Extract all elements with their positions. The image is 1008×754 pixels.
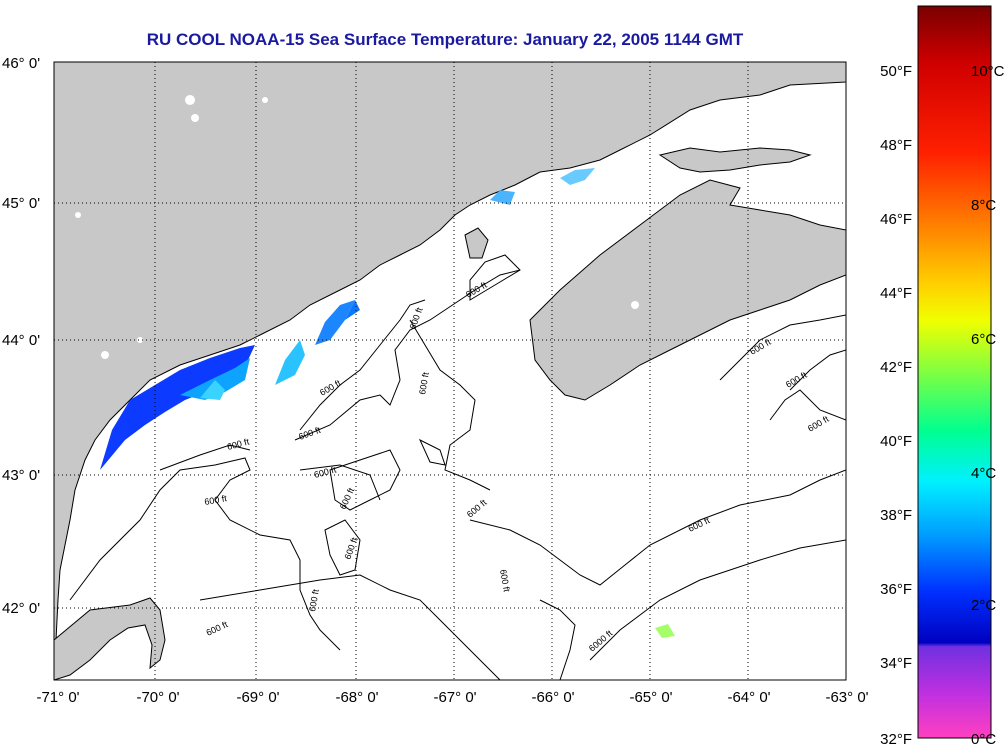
land-mainland	[54, 62, 846, 680]
lon-label: -71° 0'	[36, 689, 79, 706]
svg-text:36°F: 36°F	[880, 581, 912, 598]
lon-label: -70° 0'	[136, 689, 179, 706]
svg-text:38°F: 38°F	[880, 507, 912, 524]
lat-label: 42° 0'	[2, 600, 40, 617]
lat-label: 44° 0'	[2, 332, 40, 349]
lon-label: -65° 0'	[629, 689, 672, 706]
sst-data-patches	[100, 168, 675, 638]
colorbar	[917, 5, 992, 739]
svg-text:34°F: 34°F	[880, 655, 912, 672]
colorbar-c-labels: 10°C 8°C 6°C 4°C 2°C 0°C	[971, 63, 1005, 748]
lon-label: -64° 0'	[727, 689, 770, 706]
svg-text:600 ft: 600 ft	[204, 493, 228, 507]
lat-label: 45° 0'	[2, 195, 40, 212]
svg-text:42°F: 42°F	[880, 359, 912, 376]
svg-text:50°F: 50°F	[880, 63, 912, 80]
svg-text:32°F: 32°F	[880, 731, 912, 748]
svg-text:8°C: 8°C	[971, 197, 996, 214]
colorbar-f-labels: 50°F 48°F 46°F 44°F 42°F 40°F 38°F 36°F …	[880, 63, 912, 748]
lat-label: 46° 0'	[2, 55, 40, 72]
land-nova-scotia	[529, 179, 846, 401]
svg-text:600 ft: 600 ft	[498, 569, 512, 593]
plot-frame	[53, 61, 847, 681]
land-pei	[658, 147, 812, 173]
longitude-labels: -71° 0' -70° 0' -69° 0' -68° 0' -67° 0' …	[36, 689, 868, 706]
lon-label: -66° 0'	[531, 689, 574, 706]
land-island	[464, 227, 489, 259]
svg-text:10°C: 10°C	[971, 63, 1005, 80]
lon-label: -63° 0'	[825, 689, 868, 706]
svg-text:6°C: 6°C	[971, 331, 996, 348]
latitude-labels: 46° 0' 45° 0' 44° 0' 43° 0' 42° 0'	[2, 55, 40, 617]
svg-text:40°F: 40°F	[880, 433, 912, 450]
svg-text:2°C: 2°C	[971, 597, 996, 614]
lon-label: -67° 0'	[433, 689, 476, 706]
svg-text:600 ft: 600 ft	[417, 371, 431, 395]
map-title: RU COOL NOAA-15 Sea Surface Temperature:…	[146, 30, 744, 49]
graticule	[54, 62, 846, 680]
lat-label: 43° 0'	[2, 467, 40, 484]
svg-text:44°F: 44°F	[880, 285, 912, 302]
depth-contours	[69, 254, 846, 680]
lon-label: -69° 0'	[236, 689, 279, 706]
land-cape-cod	[54, 597, 166, 680]
lon-label: -68° 0'	[335, 689, 378, 706]
svg-text:600 ft: 600 ft	[307, 588, 321, 612]
svg-text:0°C: 0°C	[971, 731, 996, 748]
svg-text:46°F: 46°F	[880, 211, 912, 228]
svg-text:48°F: 48°F	[880, 137, 912, 154]
svg-text:4°C: 4°C	[971, 465, 996, 482]
